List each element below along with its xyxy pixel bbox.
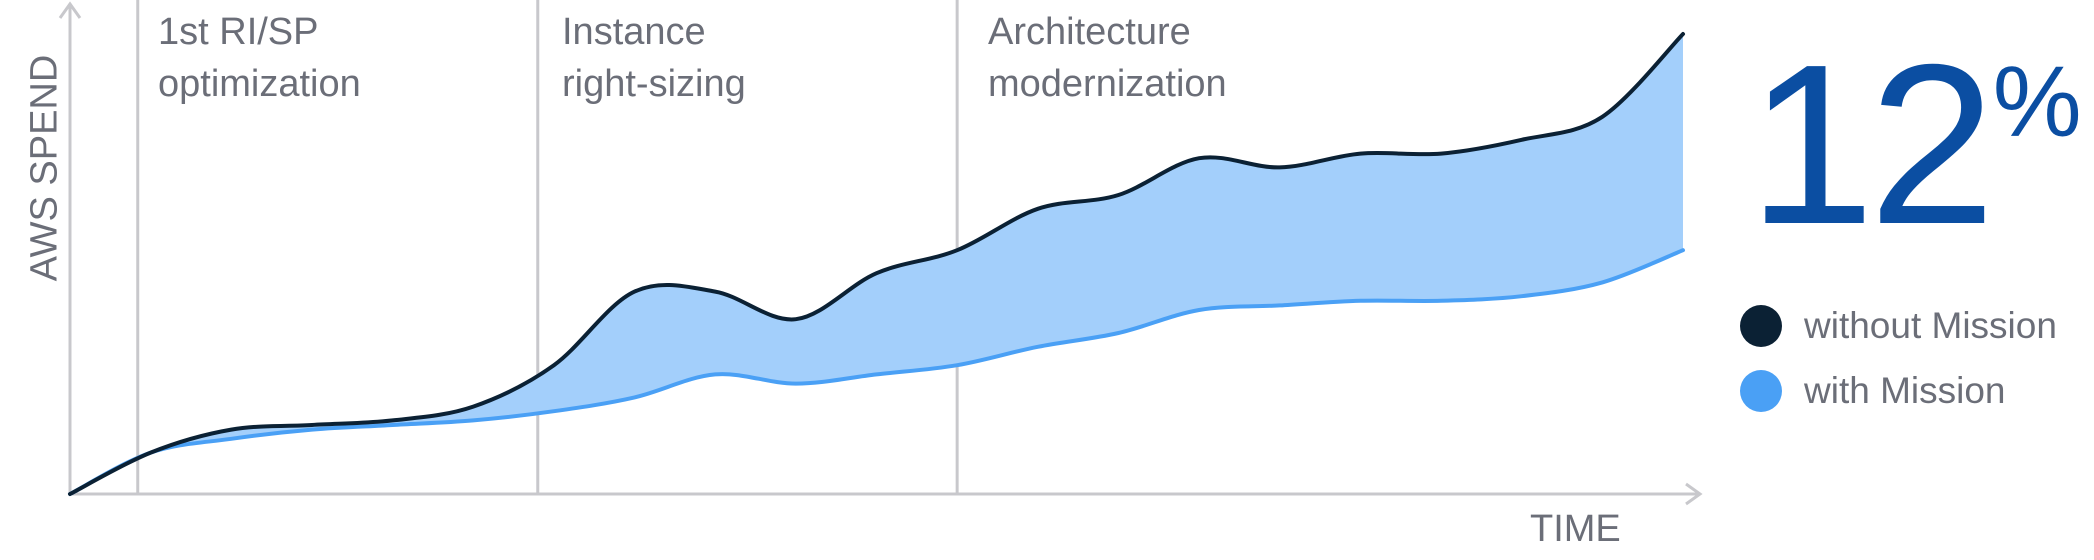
- series-line-without-mission: [68, 32, 1685, 496]
- phase-label-ri-sp: 1st RI/SP optimization: [158, 6, 361, 110]
- phase-label-line: Instance: [562, 11, 706, 53]
- x-axis-arrow: [1685, 482, 1703, 506]
- legend-dot-without-mission: [1740, 305, 1782, 347]
- phase-label-line: modernization: [988, 63, 1227, 105]
- x-axis-label: TIME: [1530, 508, 1621, 550]
- y-axis-arrow: [58, 1, 82, 19]
- phase-label-modernization: Architecture modernization: [988, 6, 1227, 110]
- savings-fill-area: [70, 34, 1683, 494]
- savings-unit: %: [1992, 46, 2082, 158]
- phase-label-line: Architecture: [988, 11, 1191, 53]
- phase-label-line: optimization: [158, 63, 361, 105]
- legend-label: without Mission: [1804, 305, 2057, 346]
- savings-percentage: 12 %: [1748, 30, 2082, 260]
- legend-item-with-mission: with Mission: [1740, 367, 2006, 415]
- series-line-with-mission: [68, 248, 1685, 496]
- y-axis-label: AWS SPEND: [0, 0, 66, 300]
- legend-item-without-mission: without Mission: [1740, 302, 2057, 350]
- legend-dot-with-mission: [1740, 370, 1782, 412]
- legend-label: with Mission: [1804, 370, 2006, 411]
- phase-label-line: right-sizing: [562, 63, 746, 105]
- phase-label-line: 1st RI/SP: [158, 11, 319, 53]
- savings-value: 12: [1748, 18, 1996, 272]
- phase-label-right-sizing: Instance right-sizing: [562, 6, 746, 110]
- y-axis-label-text: AWS SPEND: [23, 54, 66, 282]
